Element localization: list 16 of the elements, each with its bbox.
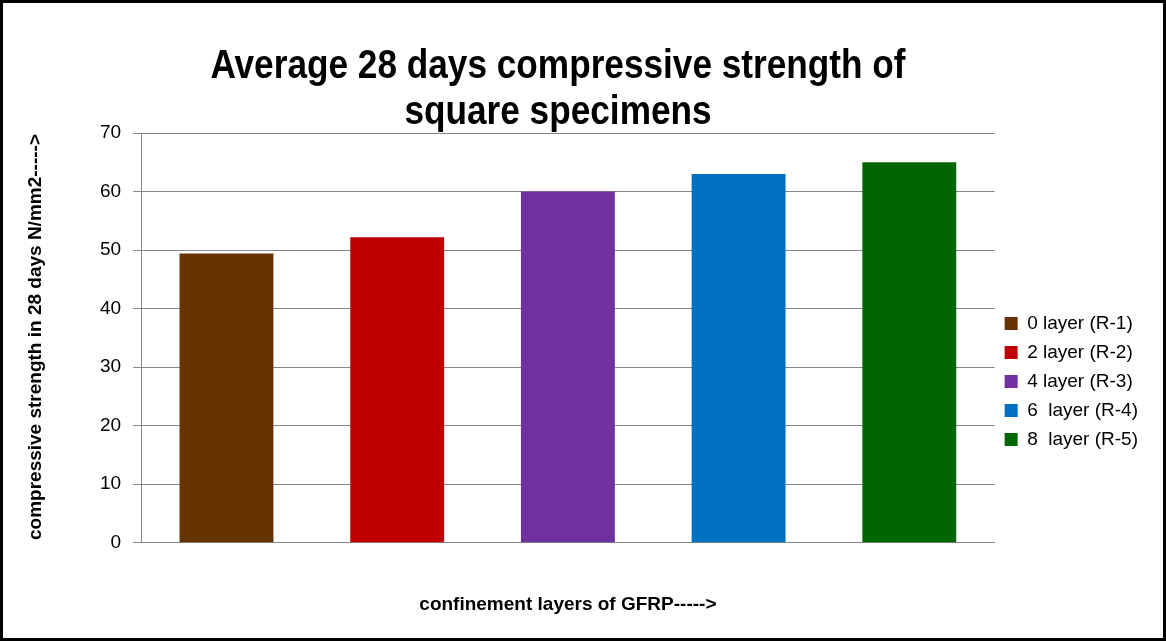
y-tick-label: 10 [99, 472, 122, 494]
x-axis-title: confinement layers of GFRP-----> [419, 592, 717, 614]
y-tick-label: 20 [99, 413, 122, 435]
y-tick-label: 50 [99, 238, 122, 260]
legend-label: 2 layer (R-2) [1027, 340, 1133, 362]
chart-title: Average 28 days compressive strength of square specimens [209, 41, 907, 133]
y-tick-label: 30 [99, 355, 122, 377]
y-tick-label: 70 [99, 121, 122, 143]
y-tick-label: 60 [99, 179, 122, 201]
y-axis-title: compressive strength in 28 days N/mm2-----> [23, 133, 46, 542]
legend-label: 8 layer (R-5) [1027, 427, 1138, 449]
legend-label: 4 layer (R-3) [1027, 369, 1133, 391]
y-tick-label: 0 [110, 531, 122, 553]
y-tick-label: 40 [99, 296, 122, 318]
legend-label: 6 layer (R-4) [1027, 398, 1138, 420]
legend-label: 0 layer (R-1) [1027, 311, 1133, 333]
